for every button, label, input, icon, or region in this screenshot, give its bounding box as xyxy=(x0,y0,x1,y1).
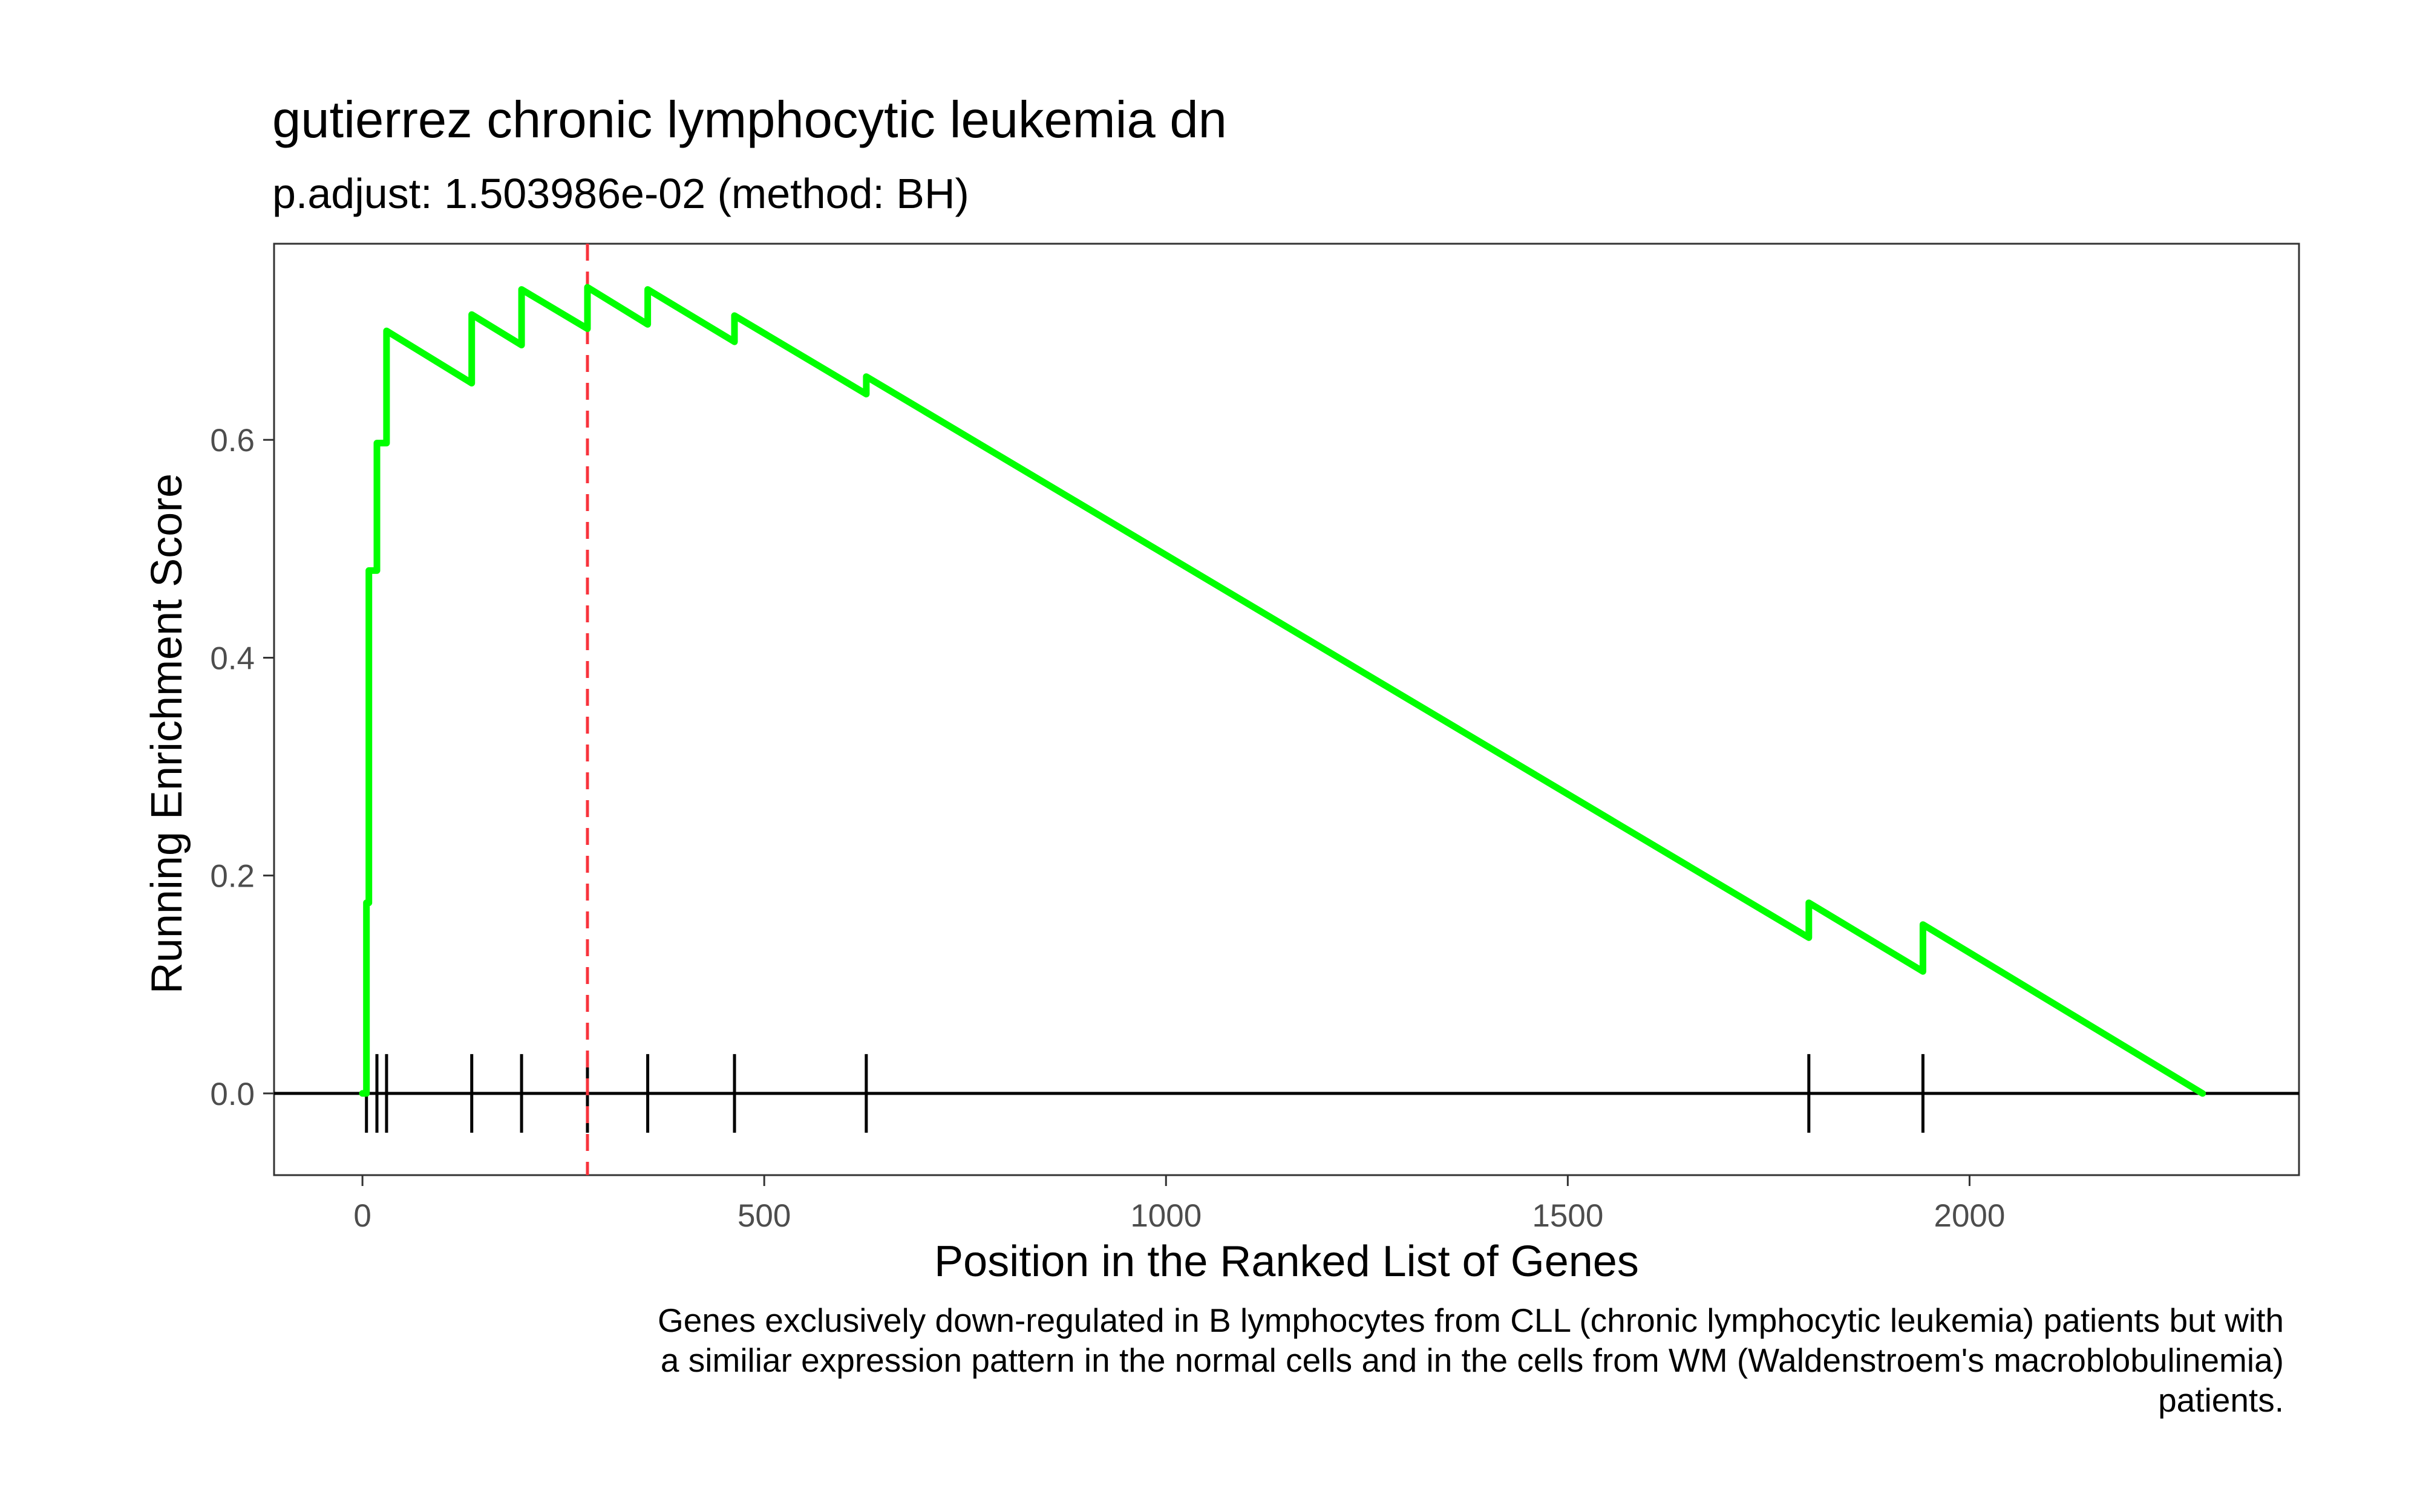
x-tick-label: 1000 xyxy=(1130,1198,1202,1234)
caption-line-2: a similiar expression pattern in the nor… xyxy=(660,1341,2284,1379)
y-tick-label: 0.0 xyxy=(210,1077,255,1112)
x-tick-label: 500 xyxy=(737,1198,791,1234)
y-tick-label: 0.4 xyxy=(210,640,255,676)
x-tick-label: 0 xyxy=(353,1198,371,1234)
enrichment-score-line xyxy=(359,284,2206,1097)
chart-title: gutierrez chronic lymphocytic leukemia d… xyxy=(272,91,1227,149)
chart-subtitle: p.adjust: 1.503986e-02 (method: BH) xyxy=(272,170,969,217)
x-axis-label: Position in the Ranked List of Genes xyxy=(934,1237,1639,1286)
y-tick-label: 0.6 xyxy=(210,423,255,458)
panel-border xyxy=(273,243,2300,1176)
x-tick-label: 2000 xyxy=(1934,1198,2005,1234)
caption-line-3: patients. xyxy=(2158,1381,2284,1419)
y-tick-label: 0.2 xyxy=(210,859,255,894)
x-tick-label: 1500 xyxy=(1532,1198,1603,1234)
chart-caption: Genes exclusively down-regulated in B ly… xyxy=(287,1300,2284,1420)
y-axis-label: Running Enrichment Score xyxy=(143,474,191,994)
caption-line-1: Genes exclusively down-regulated in B ly… xyxy=(657,1302,2284,1339)
